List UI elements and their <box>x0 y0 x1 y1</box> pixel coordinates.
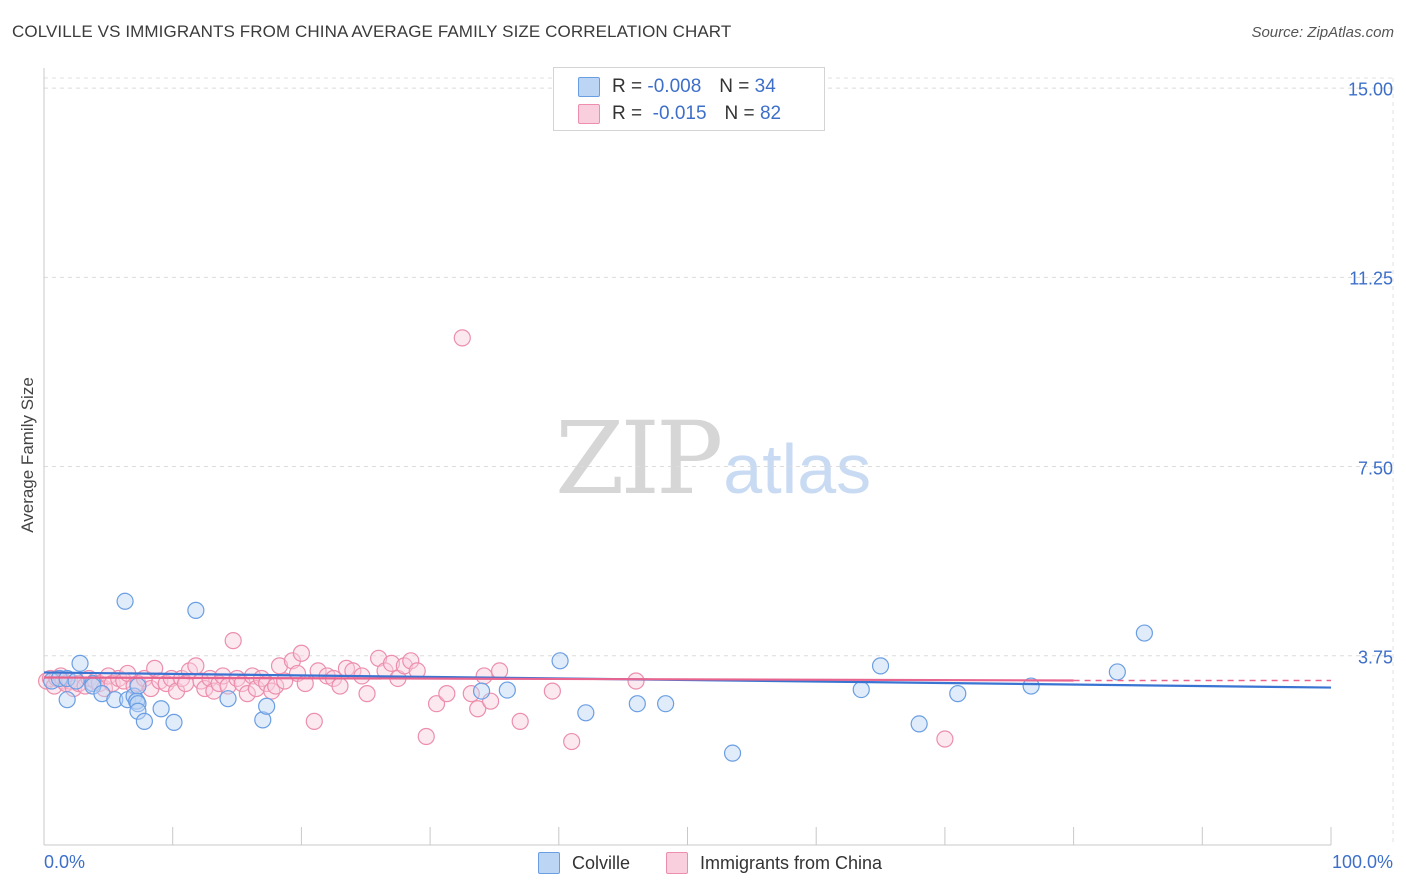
colville-point <box>219 690 237 708</box>
china-point <box>511 712 529 730</box>
china-points <box>37 329 954 751</box>
stats-row-colville: R = -0.008 N = 34 <box>578 76 776 98</box>
x-tick-label-min: 0.0% <box>44 852 86 872</box>
n-label: N = <box>724 103 755 124</box>
china-point <box>936 730 954 748</box>
colville-point <box>254 711 272 729</box>
legend-item-colville[interactable]: Colville <box>538 852 630 874</box>
china-point <box>358 685 376 703</box>
colville-point <box>852 680 870 699</box>
stats-row-china: R = -0.015 N = 82 <box>578 103 781 125</box>
colville-n-value: 34 <box>754 76 776 97</box>
china-point <box>427 695 446 713</box>
china-trend-line <box>43 676 1074 682</box>
stats-box: R = -0.008 N = 34 R = -0.015 N = 82 <box>553 67 825 131</box>
china-point <box>627 672 645 690</box>
colville-point <box>551 652 569 670</box>
colville-point <box>67 672 85 690</box>
colville-point <box>723 744 742 762</box>
colville-point <box>1135 624 1153 642</box>
china-point <box>270 657 289 675</box>
colville-point <box>152 700 170 718</box>
grid-lines <box>44 77 1394 845</box>
china-point <box>438 685 456 703</box>
china-point <box>563 732 581 751</box>
china-point <box>453 329 471 347</box>
legend-colville-label: Colville <box>572 852 631 873</box>
china-point <box>490 662 509 680</box>
china-point <box>305 712 323 730</box>
china-point <box>224 632 242 650</box>
colville-point <box>628 695 646 713</box>
legend-china-swatch <box>666 852 688 874</box>
china-point <box>417 727 435 746</box>
watermark-zip: ZIP <box>555 400 723 517</box>
legend-china-label: Immigrants from China <box>700 852 883 873</box>
china-n-value: 82 <box>759 103 782 124</box>
colville-swatch <box>578 77 600 97</box>
x-tick-label-max: 100.0% <box>1331 852 1393 872</box>
colville-point <box>71 654 89 672</box>
colville-point <box>58 691 76 709</box>
colville-r-value: -0.008 <box>647 76 702 97</box>
legend-colville-swatch <box>538 852 560 874</box>
china-point <box>475 667 493 685</box>
colville-point <box>910 715 928 733</box>
trend-lines <box>43 671 1332 689</box>
y-tick-label: 11.25 <box>1349 268 1393 289</box>
colville-point <box>472 682 491 700</box>
colville-point <box>165 713 183 731</box>
colville-point <box>106 691 124 709</box>
chart-title: COLVILLE VS IMMIGRANTS FROM CHINA AVERAG… <box>12 22 732 41</box>
colville-point <box>1108 663 1126 681</box>
colville-point <box>871 657 890 675</box>
colville-point <box>129 677 147 695</box>
colville-point <box>498 681 516 699</box>
china-point <box>146 659 164 677</box>
china-point <box>543 682 561 700</box>
colville-point <box>949 685 967 703</box>
china-point <box>462 685 480 703</box>
colville-points <box>43 592 1153 762</box>
china-point <box>331 677 349 695</box>
r-label: R = <box>612 76 643 97</box>
source-note: Source: ZipAtlas.com <box>1251 24 1394 41</box>
china-point <box>214 667 232 685</box>
china-point <box>382 654 401 672</box>
n-label: N = <box>719 76 750 97</box>
colville-point <box>657 695 675 713</box>
watermark: ZIPatlas <box>555 400 871 517</box>
china-point <box>402 652 420 670</box>
r-label: R = <box>612 103 643 124</box>
china-point <box>276 672 294 690</box>
colville-point <box>1022 677 1040 695</box>
china-swatch <box>578 104 600 124</box>
colville-point <box>187 601 205 619</box>
y-tick-label: 15.00 <box>1347 79 1393 100</box>
china-point <box>292 644 310 662</box>
legend-item-china[interactable]: Immigrants from China <box>666 852 882 874</box>
colville-point <box>129 702 147 720</box>
y-tick-label: 3.75 <box>1357 647 1393 668</box>
china-r-value: -0.015 <box>652 103 707 124</box>
colville-point <box>258 697 276 715</box>
y-tick-label: 7.50 <box>1357 458 1393 479</box>
china-point <box>469 700 487 718</box>
colville-point <box>135 712 153 730</box>
china-point <box>238 685 256 703</box>
colville-point <box>116 592 134 610</box>
watermark-atlas: atlas <box>723 430 872 508</box>
china-point <box>187 657 205 675</box>
axes <box>43 68 1332 846</box>
colville-point <box>577 704 595 722</box>
